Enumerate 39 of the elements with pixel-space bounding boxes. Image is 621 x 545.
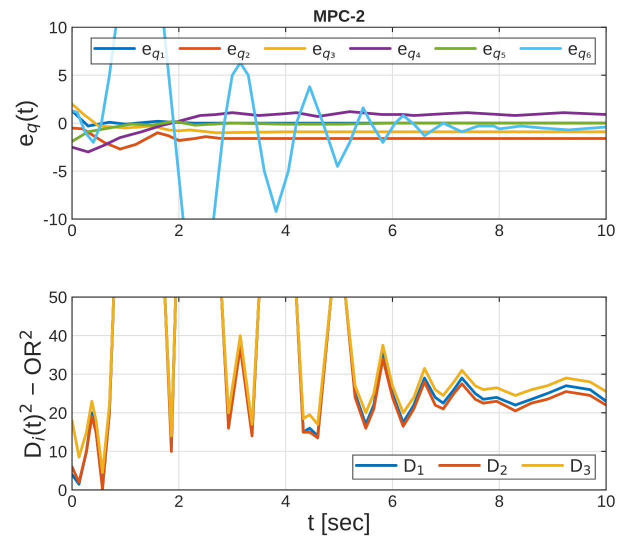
- y-tick-label: 50: [49, 291, 67, 304]
- legend-label: D$_{1}$: [404, 459, 424, 475]
- x-tick-label: 0: [68, 495, 76, 508]
- legend-label: e$_{q₄}$: [398, 45, 420, 60]
- line-series: [72, 120, 606, 143]
- legend-label: e$_{q₂}$: [228, 45, 250, 60]
- line-series: [72, 126, 606, 150]
- y-tick-label: 20: [49, 407, 67, 419]
- line-series: [72, 110, 606, 154]
- x-tick-label: 0: [68, 224, 76, 236]
- legend-label: e$_{q₆}$: [568, 45, 591, 60]
- x-tick-label: 8: [495, 495, 504, 508]
- x-tick-label: 6: [388, 495, 396, 508]
- legend-label: e$_{q₁}$: [142, 45, 164, 60]
- x-axis-title: t [sec]: [308, 513, 369, 536]
- y-tick-label: 0: [58, 118, 67, 130]
- y-tick-label: -5: [53, 166, 66, 178]
- x-tick-label: 10: [598, 495, 615, 508]
- y-tick-label: 40: [49, 330, 67, 342]
- y-tick-label: 0: [58, 484, 67, 496]
- y-tick-label: 30: [49, 368, 67, 380]
- legend-label: D$_{2}$: [488, 459, 507, 475]
- y-tick-label: 10: [50, 22, 67, 34]
- legend-label: e$_{q₅}$: [483, 45, 506, 60]
- chart-title: MPC-2: [314, 10, 364, 22]
- y-tick-label: 10: [50, 446, 67, 458]
- x-tick-label: 4: [281, 224, 290, 236]
- x-tick-label: 2: [175, 224, 183, 236]
- x-tick-label: 6: [388, 224, 396, 236]
- x-tick-label: 4: [281, 495, 290, 507]
- y-tick-label: -10: [44, 213, 67, 226]
- x-tick-label: 8: [495, 224, 504, 236]
- y-axis-title: D$_{i}$(t)$^{2}$ − OR$^{2}$: [19, 330, 46, 457]
- legend-label: D$_{3}$: [571, 459, 590, 475]
- y-axis-title: e$_{q}$(t): [16, 101, 40, 146]
- x-tick-label: 10: [598, 224, 615, 236]
- y-tick-label: 5: [58, 70, 66, 82]
- x-tick-label: 2: [175, 495, 183, 507]
- legend-label: e$_{q₃}$: [312, 45, 335, 60]
